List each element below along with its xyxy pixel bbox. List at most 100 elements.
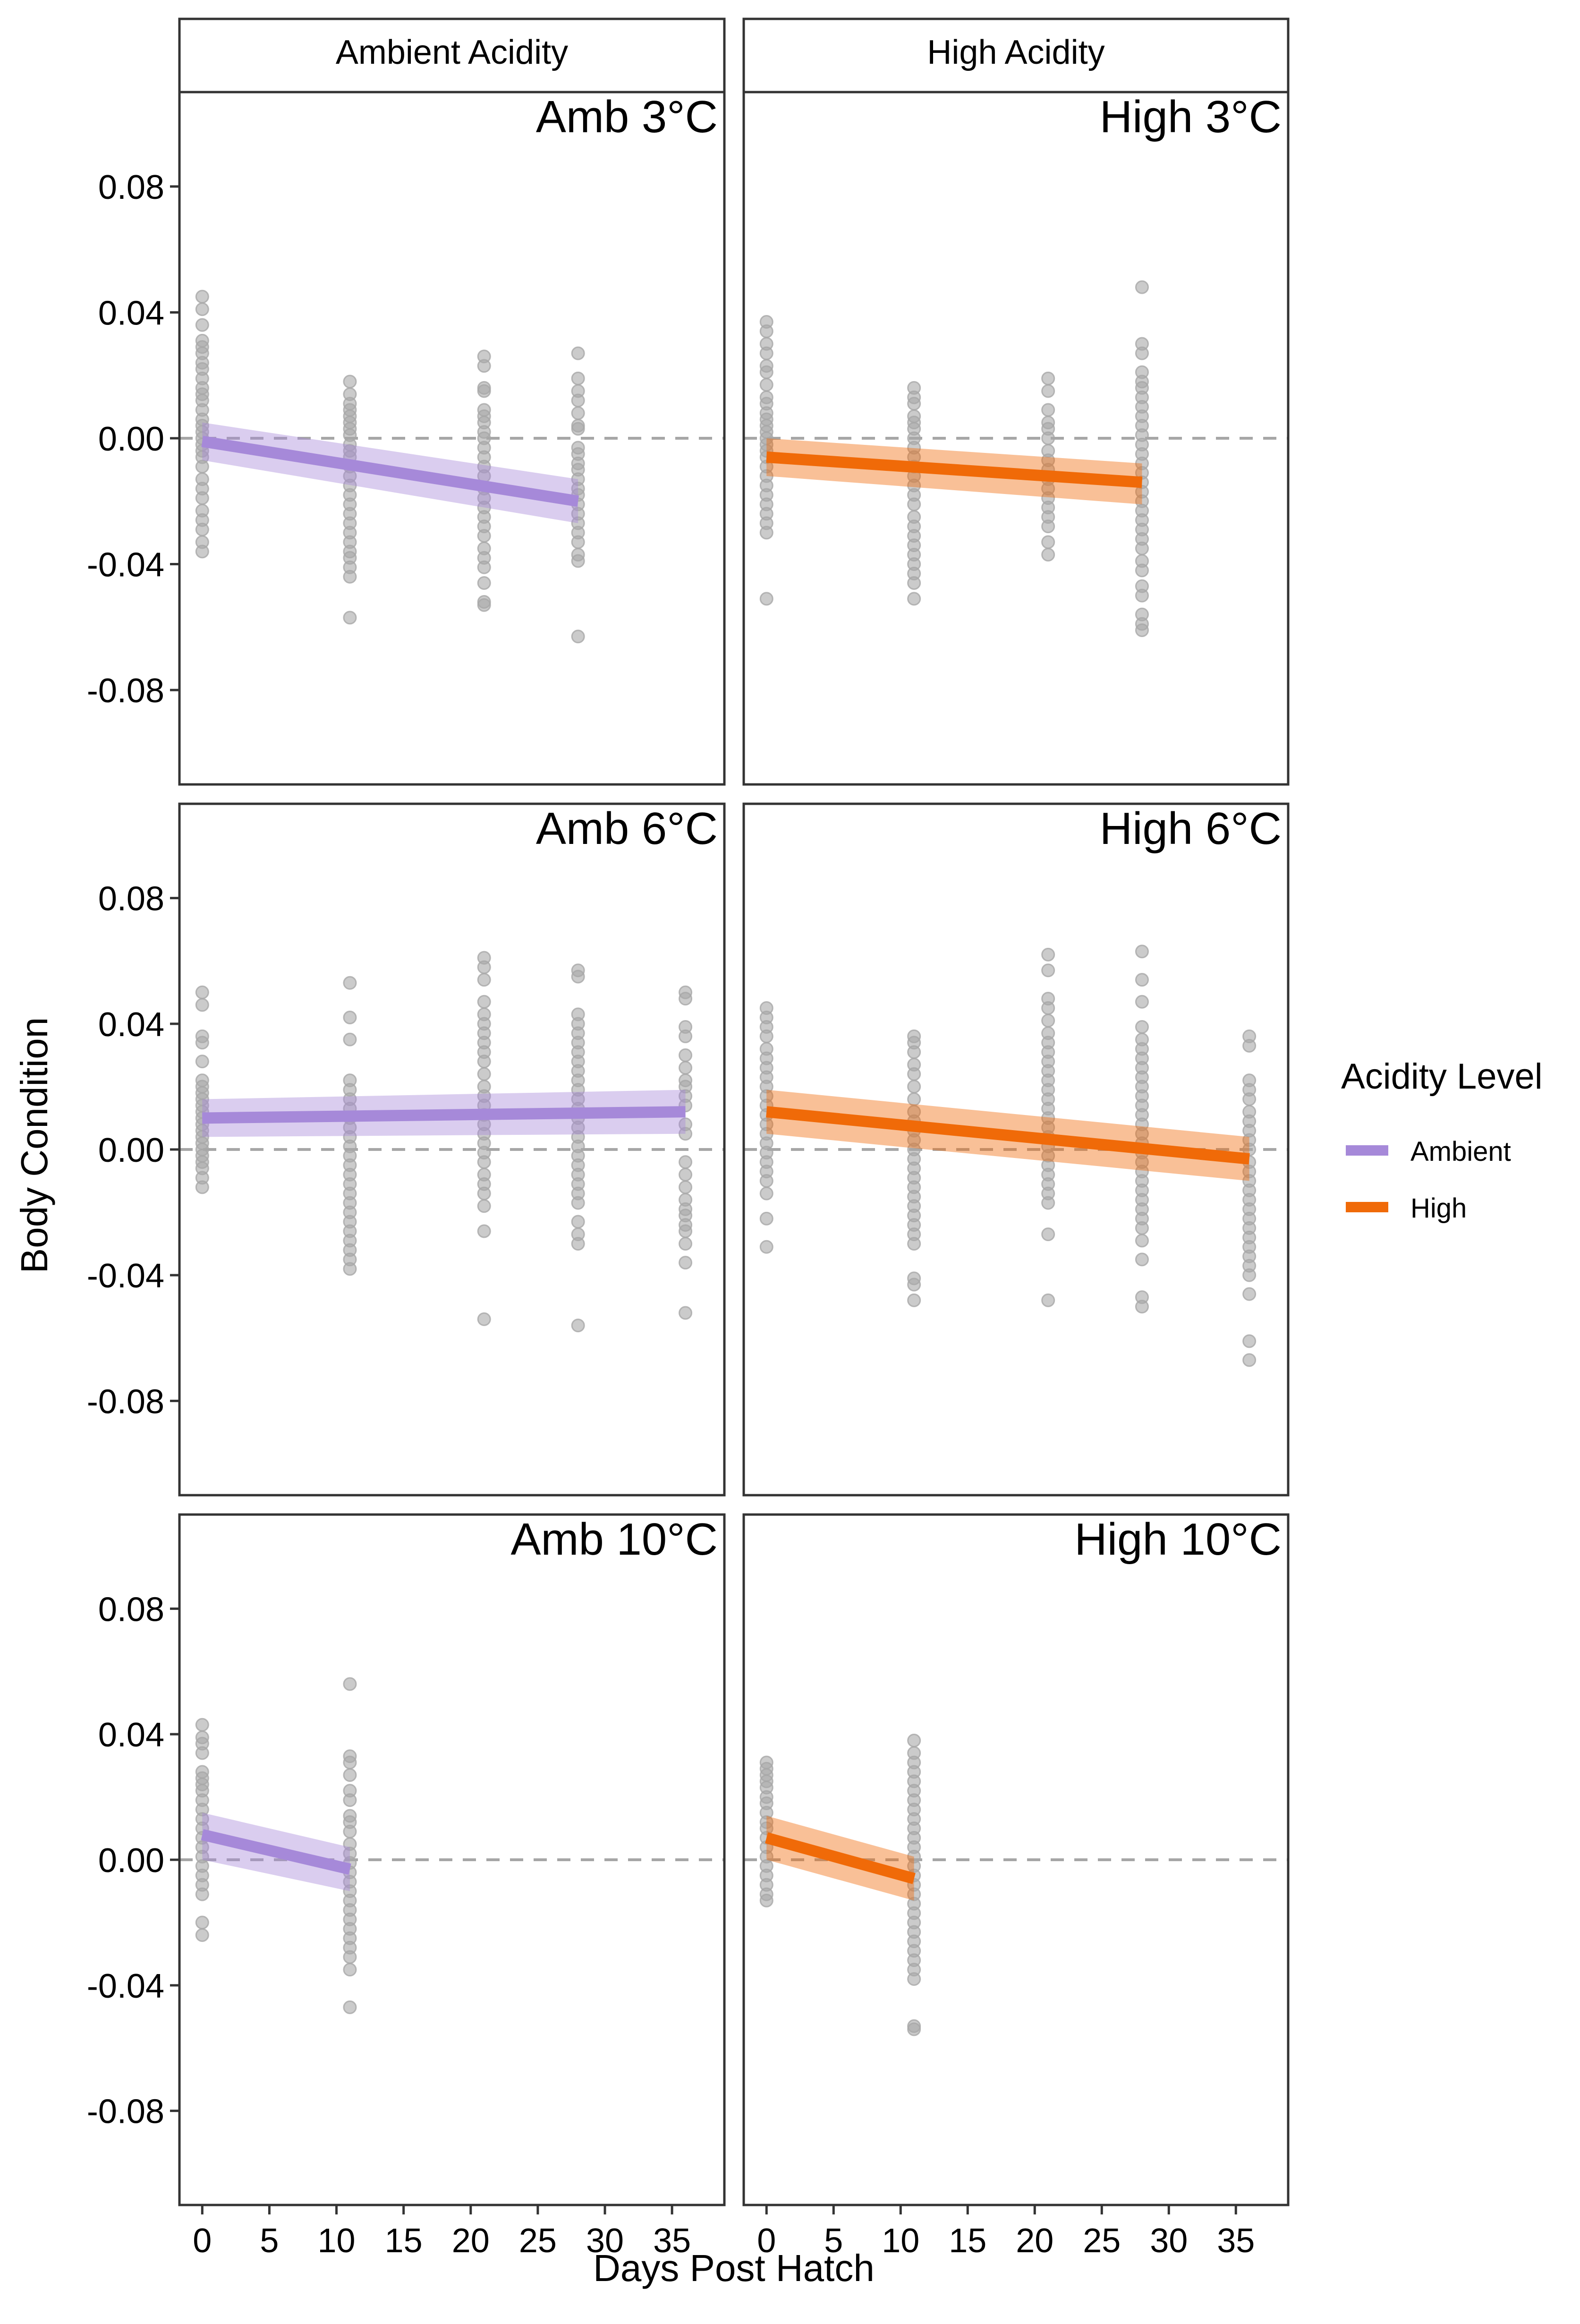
- facet-strip: High Acidity: [742, 17, 1290, 94]
- data-point: [1041, 963, 1055, 978]
- data-point: [195, 985, 209, 999]
- data-point: [195, 460, 209, 474]
- data-point: [571, 1196, 585, 1210]
- data-point: [679, 1061, 693, 1075]
- x-tick-label: 35: [653, 2222, 691, 2260]
- legend-label-ambient: Ambient: [1410, 1136, 1511, 1167]
- y-axis-label: Body Condition: [13, 1017, 55, 1274]
- legend-key-ambient: [1346, 1145, 1388, 1156]
- x-tick-label: 20: [452, 2222, 490, 2260]
- data-point: [1041, 519, 1055, 534]
- panels-layer: Ambient Acidity High Acidity Amb 3°C High 3…: [178, 17, 1290, 2206]
- facet-panel: High 6°C: [742, 802, 1290, 1497]
- data-point: [195, 302, 209, 316]
- data-point: [1135, 945, 1149, 959]
- x-tick-label: 15: [385, 2222, 423, 2260]
- data-point: [759, 1029, 773, 1043]
- data-point: [477, 1067, 491, 1081]
- data-point: [907, 576, 921, 590]
- data-point: [343, 1963, 357, 1977]
- data-point: [571, 393, 585, 408]
- data-point: [907, 1092, 921, 1107]
- data-point: [343, 1032, 357, 1047]
- x-tick-label: 35: [1217, 2222, 1255, 2260]
- data-point: [343, 1824, 357, 1839]
- data-point: [1041, 1293, 1055, 1307]
- y-tick-label: -0.08: [87, 1383, 164, 1421]
- x-tick-label: 5: [260, 2222, 279, 2260]
- data-point: [195, 545, 209, 559]
- data-point: [679, 1224, 693, 1238]
- data-point: [907, 592, 921, 606]
- data-point: [571, 970, 585, 984]
- data-point: [343, 1677, 357, 1691]
- data-point: [907, 1733, 921, 1747]
- data-point: [1135, 1252, 1149, 1267]
- data-point: [1041, 431, 1055, 445]
- data-point: [1135, 1234, 1149, 1248]
- data-point: [343, 1950, 357, 1964]
- data-point: [343, 1768, 357, 1782]
- data-point: [679, 1127, 693, 1141]
- fit-line: [766, 1106, 1250, 1165]
- data-point: [679, 1048, 693, 1062]
- data-point: [343, 1011, 357, 1025]
- data-point: [343, 1262, 357, 1276]
- data-point: [343, 1755, 357, 1770]
- data-point: [907, 397, 921, 411]
- facet-strip-box: [178, 17, 726, 94]
- panel-label: High 6°C: [1100, 803, 1282, 854]
- scatter-points: [195, 1677, 357, 2014]
- data-point: [1041, 403, 1055, 417]
- data-point: [1135, 588, 1149, 603]
- legend: Acidity Level Ambient High: [1341, 1056, 1543, 1224]
- x-tick-label: 25: [1083, 2222, 1121, 2260]
- facet-strip: Ambient Acidity: [178, 17, 726, 94]
- data-point: [1135, 623, 1149, 637]
- data-point: [1135, 280, 1149, 294]
- fit-line: [201, 1829, 351, 1875]
- data-point: [1242, 1287, 1257, 1301]
- data-point: [1242, 1039, 1257, 1053]
- panel-label: Amb 10°C: [510, 1514, 718, 1565]
- panel-label: Amb 3°C: [536, 92, 718, 142]
- panel-frame: [742, 1513, 1290, 2206]
- data-point: [1242, 1334, 1257, 1348]
- panel-frame: [742, 802, 1290, 1497]
- data-point: [907, 2022, 921, 2036]
- x-tick-label: 30: [1150, 2222, 1188, 2260]
- facet-panel: High 10°C: [742, 1513, 1290, 2206]
- data-point: [679, 992, 693, 1006]
- fit-line: [202, 1106, 686, 1124]
- data-point: [907, 1972, 921, 1986]
- data-point: [477, 973, 491, 987]
- x-axis-label: Days Post Hatch: [593, 2247, 875, 2289]
- panel-label: High 10°C: [1074, 1514, 1282, 1565]
- data-point: [1041, 384, 1055, 398]
- scatter-points: [759, 1733, 921, 2036]
- data-point: [1041, 1196, 1055, 1210]
- facet-panel: Amb 6°C: [178, 802, 726, 1497]
- data-point: [759, 324, 773, 338]
- data-point: [759, 365, 773, 379]
- y-tick-label: -0.04: [87, 1257, 164, 1295]
- data-point: [679, 1029, 693, 1043]
- data-point: [759, 1186, 773, 1200]
- data-point: [1041, 1001, 1055, 1015]
- data-point: [759, 592, 773, 606]
- data-point: [343, 611, 357, 625]
- data-point: [1041, 1227, 1055, 1242]
- data-point: [343, 570, 357, 584]
- data-point: [477, 560, 491, 574]
- facet-strip-label: Ambient Acidity: [336, 34, 568, 71]
- y-tick-label: -0.08: [87, 672, 164, 710]
- data-point: [195, 1887, 209, 1901]
- data-point: [679, 1306, 693, 1320]
- data-point: [343, 2000, 357, 2014]
- data-point: [477, 384, 491, 398]
- data-point: [1242, 1268, 1257, 1282]
- x-tick-label: 10: [318, 2222, 356, 2260]
- data-point: [571, 1237, 585, 1251]
- facet-panel: Amb 3°C: [178, 91, 726, 786]
- data-point: [1041, 1013, 1055, 1028]
